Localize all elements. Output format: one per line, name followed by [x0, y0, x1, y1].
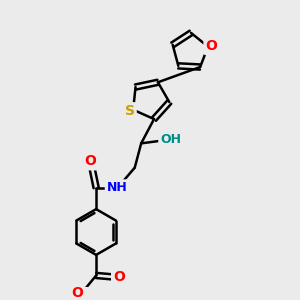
Text: O: O: [206, 39, 218, 53]
Text: NH: NH: [106, 181, 128, 194]
Text: S: S: [125, 104, 135, 118]
Text: OH: OH: [160, 134, 181, 146]
Text: O: O: [113, 270, 125, 284]
Text: O: O: [85, 154, 96, 168]
Text: O: O: [71, 286, 83, 300]
